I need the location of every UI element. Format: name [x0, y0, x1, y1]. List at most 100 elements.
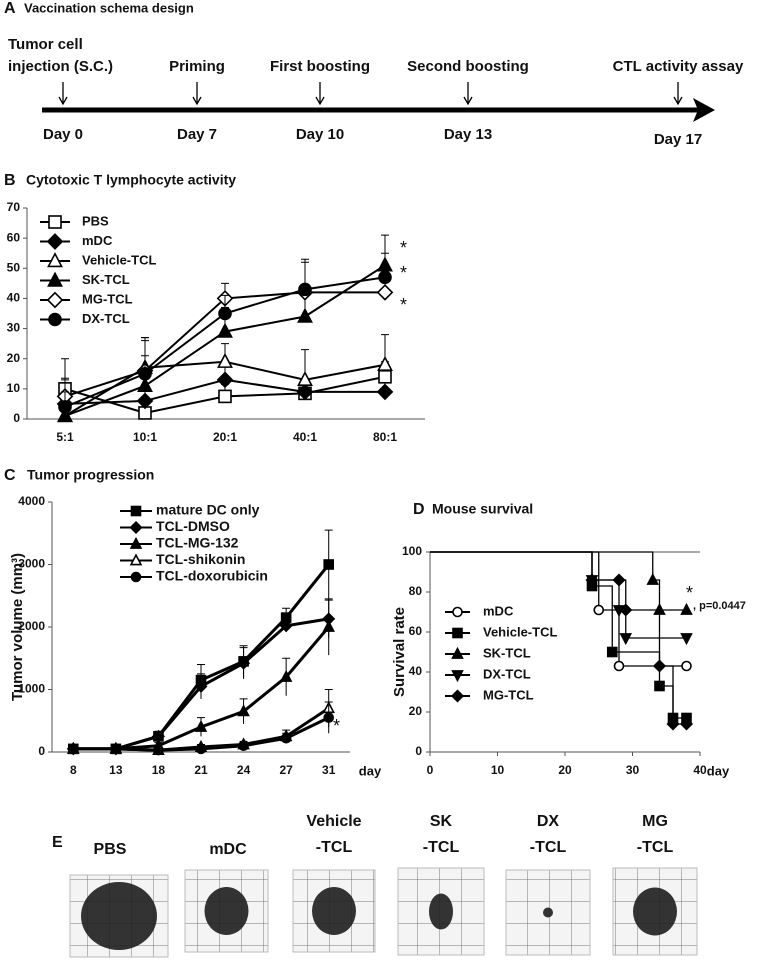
- annotation: , p=0.0447: [693, 600, 746, 612]
- y-tick-label: 0: [415, 744, 422, 758]
- survival-curve: [430, 551, 687, 639]
- panel-letter: A: [4, 0, 16, 17]
- x-tick-label: 5:1: [56, 430, 74, 444]
- y-tick-label: 2000: [18, 619, 45, 633]
- marker: [194, 719, 208, 732]
- marker: [585, 573, 599, 587]
- marker: [619, 603, 633, 617]
- y-tick-label: 1000: [18, 682, 45, 696]
- y-tick-label: 0: [38, 744, 45, 758]
- y-tick-label: 40: [7, 291, 21, 305]
- marker: [646, 572, 660, 585]
- marker: [218, 389, 232, 404]
- x-tick-label: 40: [693, 763, 707, 777]
- photo-label: -TCL: [530, 839, 567, 856]
- marker: [195, 743, 207, 755]
- event-day: Day 7: [177, 126, 217, 143]
- legend-marker: [129, 520, 143, 535]
- marker: [296, 383, 314, 401]
- marker: [376, 383, 394, 401]
- marker: [280, 732, 292, 744]
- event-day: Day 17: [654, 131, 702, 148]
- marker: [378, 369, 392, 384]
- y-tick-label: 40: [409, 664, 423, 678]
- event-arrowhead: [192, 96, 202, 106]
- legend-marker: [47, 271, 63, 287]
- marker: [137, 376, 153, 393]
- legend-marker: [451, 670, 464, 683]
- tumor: [633, 887, 677, 936]
- photo-label: mDC: [209, 841, 247, 858]
- legend-label: mature DC only: [156, 502, 260, 518]
- x-tick-label: 31: [322, 763, 336, 777]
- event-label: First boosting: [270, 58, 370, 75]
- event-label: Second boosting: [407, 58, 529, 75]
- photo-label: SK: [430, 813, 453, 830]
- event-arrowhead: [463, 96, 473, 106]
- panel-title: Vaccination schema design: [24, 0, 194, 15]
- legend-marker: [452, 606, 463, 618]
- legend-marker: [129, 536, 143, 549]
- legend-label: TCL-shikonin: [156, 551, 245, 567]
- marker: [652, 659, 667, 673]
- marker: [378, 270, 392, 285]
- x-tick-label: 27: [279, 763, 293, 777]
- chart-title: Mouse survival: [432, 501, 533, 517]
- legend-label: TCL-DMSO: [156, 518, 230, 534]
- marker: [681, 660, 692, 672]
- marker: [110, 743, 122, 755]
- x-tick-label: 40:1: [293, 430, 317, 444]
- x-tick-label: 18: [152, 763, 166, 777]
- x-tick-label: 0: [427, 763, 434, 777]
- marker: [279, 619, 293, 633]
- marker: [666, 717, 680, 731]
- y-tick-label: 30: [7, 321, 21, 335]
- legend-label: DX-TCL: [483, 666, 531, 681]
- x-tick-label: 30: [626, 763, 640, 777]
- y-tick-label: 70: [7, 200, 21, 214]
- legend-marker: [452, 627, 463, 639]
- chart-title: Tumor progression: [27, 467, 154, 483]
- y-tick-label: 20: [409, 704, 423, 718]
- x-tick-label: 80:1: [373, 430, 397, 444]
- marker: [194, 679, 208, 693]
- legend-marker: [451, 646, 464, 659]
- panel-letter: B: [4, 172, 16, 189]
- event-label: CTL activity assay: [613, 58, 744, 75]
- y-tick-label: 4000: [18, 494, 45, 508]
- y-tick-label: 20: [7, 351, 21, 365]
- marker: [322, 619, 335, 632]
- y-tick-label: 60: [7, 230, 21, 244]
- legend-marker: [46, 233, 64, 250]
- legend-marker: [47, 252, 63, 268]
- survival-curve: [430, 551, 687, 719]
- event-arrowhead: [315, 96, 325, 106]
- legend-label: TCL-MG-132: [156, 535, 239, 551]
- legend-label: PBS: [82, 213, 109, 228]
- annotation: *: [400, 238, 407, 258]
- y-tick-label: 3000: [18, 557, 45, 571]
- legend-label: Vehicle-TCL: [483, 624, 557, 639]
- annotation: *: [400, 295, 407, 315]
- photo-label: MG: [642, 813, 668, 830]
- legend-label: mDC: [82, 233, 113, 248]
- x-tick-label: 21: [194, 763, 208, 777]
- marker: [217, 322, 233, 338]
- marker: [593, 604, 605, 616]
- marker: [297, 370, 313, 387]
- x-tick-label: 8: [70, 763, 77, 777]
- legend-label: SK-TCL: [483, 645, 531, 660]
- event-arrowhead: [673, 96, 683, 106]
- y-tick-label: 0: [13, 411, 20, 425]
- x-tick-label: 10:1: [133, 430, 157, 444]
- panel-letter: D: [413, 501, 425, 518]
- legend-label: DX-TCL: [82, 311, 130, 326]
- survival-curve: [430, 551, 687, 667]
- panel-letter: C: [4, 467, 16, 484]
- legend-marker: [450, 689, 465, 703]
- marker: [237, 704, 250, 717]
- marker: [297, 307, 313, 323]
- tumor-photo: [397, 867, 485, 956]
- annotation: *: [686, 583, 693, 603]
